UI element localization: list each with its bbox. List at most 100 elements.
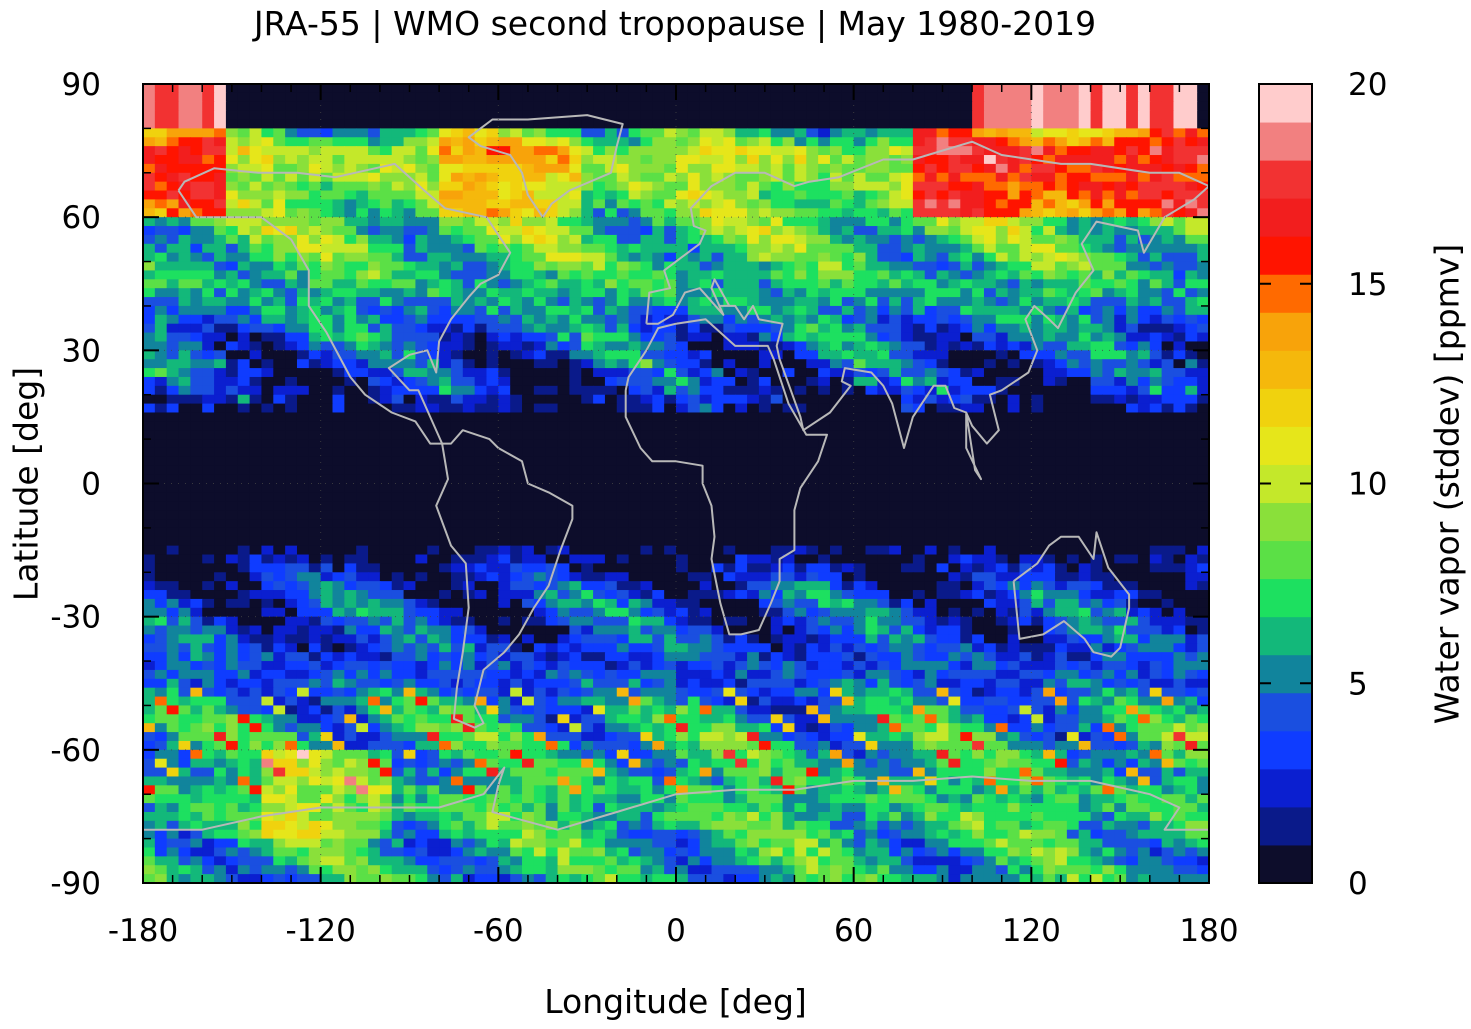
heatmap-cell (1055, 501, 1068, 511)
heatmap-cell (877, 190, 890, 201)
heatmap-cell (1031, 554, 1044, 564)
heatmap-cell (901, 447, 914, 458)
heatmap-cell (901, 137, 914, 147)
heatmap-cell (593, 208, 606, 218)
heatmap-cell (462, 474, 476, 485)
heatmap-cell (1090, 288, 1103, 298)
heatmap-cell (1066, 101, 1080, 112)
heatmap-cell (545, 208, 559, 218)
heatmap-cell (344, 510, 357, 520)
heatmap-cell (628, 288, 642, 298)
heatmap-cell (1007, 501, 1021, 511)
heatmap-cell (747, 536, 760, 547)
heatmap-cell (676, 439, 689, 449)
heatmap-cell (889, 394, 902, 405)
heatmap-cell (877, 350, 890, 360)
heatmap-cell (225, 217, 239, 227)
heatmap-cell (865, 84, 878, 94)
heatmap-cell (1114, 305, 1127, 316)
heatmap-cell (344, 234, 357, 245)
heatmap-cell (593, 536, 606, 547)
heatmap-cell (486, 226, 499, 236)
heatmap-cell (522, 492, 535, 502)
heatmap-cell (439, 536, 452, 547)
heatmap-cell (782, 403, 796, 414)
heatmap-cell (285, 403, 298, 414)
heatmap-cell (936, 288, 950, 298)
heatmap-cell (1137, 519, 1151, 529)
heatmap-cell (1137, 279, 1151, 289)
heatmap-cell (983, 163, 997, 174)
heatmap-cell (948, 545, 961, 556)
heatmap-cell (1031, 439, 1044, 449)
heatmap-cell (676, 465, 689, 476)
heatmap-cell (427, 270, 440, 280)
heatmap-cell (344, 314, 357, 325)
heatmap-cell (498, 190, 511, 201)
heatmap-cell (1137, 323, 1151, 334)
heatmap-cell (368, 510, 381, 520)
heatmap-cell (249, 430, 263, 440)
heatmap-cell (723, 430, 736, 440)
heatmap-cell (1055, 412, 1068, 422)
heatmap-cell (687, 279, 701, 289)
heatmap-cell (1161, 536, 1175, 547)
heatmap-cell (178, 483, 191, 493)
heatmap-cell (1043, 243, 1056, 254)
heatmap-cell (794, 341, 807, 351)
heatmap-cell (995, 305, 1009, 316)
heatmap-cell (664, 288, 677, 298)
heatmap-cell (415, 554, 428, 564)
heatmap-cell (439, 110, 452, 121)
heatmap-cell (877, 394, 890, 405)
heatmap-cell (368, 226, 381, 236)
heatmap-cell (912, 101, 926, 112)
heatmap-cell (841, 421, 855, 431)
heatmap-cell (604, 190, 618, 201)
heatmap-cell (522, 341, 535, 351)
heatmap-cell (427, 394, 440, 405)
heatmap-cell (936, 163, 950, 174)
heatmap-cell (462, 163, 476, 174)
heatmap-cell (237, 92, 251, 103)
heatmap-cell (202, 217, 215, 227)
heatmap-cell (214, 519, 227, 529)
heatmap-cell (948, 447, 961, 458)
heatmap-cell (758, 137, 772, 147)
heatmap-cell (320, 421, 334, 431)
heatmap-cell (1126, 314, 1139, 325)
heatmap-cell (178, 146, 191, 156)
heatmap-cell (581, 536, 594, 547)
heatmap-cell (1007, 350, 1021, 360)
heatmap-cell (1055, 234, 1068, 245)
heatmap-cell (1043, 421, 1056, 431)
heatmap-cell (1161, 314, 1175, 325)
heatmap-cell (628, 385, 642, 396)
heatmap-cell (593, 101, 606, 112)
heatmap-cell (510, 234, 523, 245)
heatmap-cell (486, 359, 499, 369)
heatmap-cell (557, 270, 570, 280)
heatmap-cell (664, 385, 677, 396)
heatmap-cell (344, 572, 357, 582)
heatmap-cell (1137, 474, 1151, 485)
heatmap-cell (735, 447, 748, 458)
heatmap-cell (687, 447, 701, 458)
heatmap-cell (794, 288, 807, 298)
heatmap-cell (829, 456, 843, 467)
heatmap-cell (936, 199, 950, 209)
heatmap-cell (628, 261, 642, 272)
heatmap-cell (356, 332, 369, 343)
heatmap-cell (818, 554, 831, 564)
heatmap-cell (758, 288, 772, 298)
heatmap-cell (747, 545, 760, 556)
heatmap-cell (450, 350, 464, 360)
heatmap-cell (711, 394, 724, 405)
heatmap-cell (403, 492, 417, 502)
heatmap-cell (143, 84, 156, 94)
heatmap-cell (261, 430, 274, 440)
heatmap-cell (320, 243, 334, 254)
heatmap-cell (154, 350, 168, 360)
heatmap-cell (758, 92, 772, 103)
heatmap-cell (889, 332, 902, 343)
